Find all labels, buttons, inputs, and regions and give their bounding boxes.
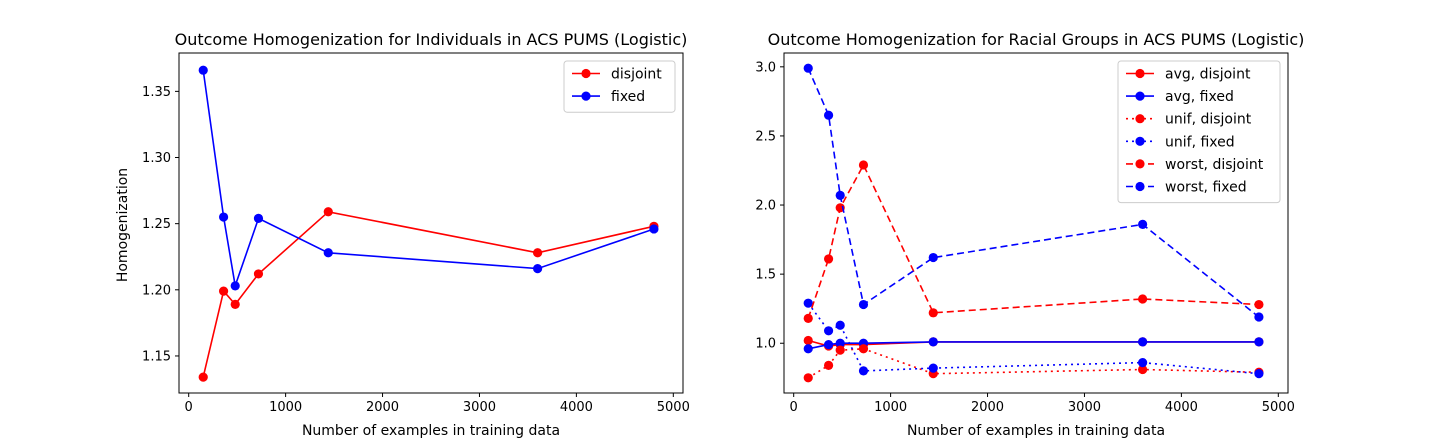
data-point-avg-fixed [1254, 337, 1264, 347]
data-point-fixed [218, 212, 229, 222]
legend-label-fixed: fixed [611, 89, 645, 105]
legend-label-unif-fixed: unif, fixed [1165, 134, 1235, 150]
legend-marker-worst-disjoint [1135, 159, 1145, 169]
data-point-disjoint [218, 286, 229, 296]
legend-marker-fixed [581, 91, 591, 101]
legend: avg, disjoint avg, fixed unif, disjoint uni… [1117, 60, 1281, 204]
y-tick-label: 1.25 [142, 217, 171, 232]
data-point-unif-fixed [858, 366, 869, 376]
data-point-worst-fixed [1138, 219, 1148, 229]
axes-frame [783, 52, 1289, 394]
data-point-unif-disjoint [823, 360, 834, 370]
data-point-disjoint [253, 269, 264, 279]
data-point-avg-fixed [823, 340, 834, 350]
y-tick-label: 1.30 [142, 151, 171, 166]
legend-label-disjoint: disjoint [611, 67, 662, 83]
x-tick-label: 4000 [560, 400, 593, 415]
data-point-worst-disjoint [803, 313, 813, 323]
legend-label-unif-disjoint: unif, disjoint [1165, 112, 1252, 128]
data-point-worst-fixed [835, 190, 845, 200]
data-point-disjoint [323, 207, 333, 217]
plot-area: 0 1000 2000 3000 4000 5000 1.0 1.5 2.0 2.5 3.0 [755, 52, 1295, 415]
legend-label-avg-disjoint: avg, disjoint [1165, 67, 1251, 83]
data-point-disjoint [230, 299, 240, 309]
chart-racial-groups: Outcome Homogenization for Racial Groups… [755, 30, 1304, 439]
data-point-disjoint [533, 248, 543, 258]
data-point-fixed [198, 65, 208, 75]
data-point-unif-fixed [835, 320, 845, 330]
legend-marker-unif-disjoint [1135, 114, 1145, 124]
data-point-avg-fixed [803, 344, 813, 354]
x-tick-label: 2000 [971, 400, 1004, 415]
data-point-worst-disjoint [928, 308, 938, 318]
data-point-unif-fixed [928, 363, 938, 373]
y-tick-label: 1.0 [755, 337, 776, 352]
y-tick-label: 1.20 [142, 283, 171, 298]
y-tick-label: 2.5 [755, 129, 776, 144]
data-point-unif-fixed [1138, 357, 1148, 368]
chart-individuals: Outcome Homogenization for Individuals i… [115, 30, 690, 439]
data-point-worst-disjoint [858, 160, 869, 170]
x-tick-label: 5000 [657, 400, 690, 415]
axes-frame [178, 52, 684, 394]
data-point-worst-disjoint [1254, 299, 1264, 310]
data-point-worst-fixed [928, 252, 938, 263]
legend-marker-avg-fixed [1135, 91, 1145, 101]
data-point-avg-fixed [1138, 337, 1148, 347]
data-point-fixed [649, 224, 659, 234]
data-point-worst-disjoint [823, 254, 834, 264]
x-tick-label: 5000 [1262, 400, 1295, 415]
data-point-unif-disjoint [1138, 364, 1148, 375]
y-axis-label: Homogenization [115, 168, 131, 282]
x-axis-label: Number of examples in training data [907, 423, 1165, 439]
data-point-worst-disjoint [835, 203, 845, 213]
x-tick-label: 0 [185, 400, 193, 415]
legend-marker-unif-fixed [1135, 136, 1145, 146]
data-point-fixed [533, 264, 543, 274]
data-point-fixed [253, 213, 264, 223]
data-point-worst-fixed [858, 299, 869, 310]
data-point-unif-disjoint [803, 373, 813, 383]
data-point-avg-fixed [928, 337, 938, 347]
data-point-disjoint [198, 372, 208, 382]
legend-label-avg-fixed: avg, fixed [1165, 89, 1234, 105]
x-tick-label: 1000 [874, 400, 907, 415]
data-point-worst-fixed [1254, 312, 1264, 322]
data-point-fixed [323, 248, 333, 258]
x-tick-label: 3000 [463, 400, 496, 415]
x-tick-label: 0 [790, 400, 798, 415]
data-point-fixed [230, 281, 240, 291]
y-tick-label: 2.0 [755, 199, 776, 214]
legend-marker-avg-disjoint [1135, 68, 1145, 79]
x-tick-label: 1000 [269, 400, 302, 415]
x-axis-label: Number of examples in training data [302, 423, 560, 439]
legend: disjoint fixed [563, 60, 676, 113]
y-tick-label: 1.15 [142, 349, 171, 364]
data-point-unif-fixed [803, 298, 813, 308]
y-tick-label: 1.5 [755, 268, 776, 283]
x-tick-label: 3000 [1068, 400, 1101, 415]
data-point-worst-fixed [803, 63, 813, 73]
data-point-worst-disjoint [1138, 294, 1148, 304]
data-point-unif-fixed [1254, 369, 1264, 379]
x-tick-label: 2000 [366, 400, 399, 415]
legend-marker-disjoint [581, 68, 591, 79]
data-point-unif-disjoint [858, 344, 869, 354]
plot-area: 0 1000 2000 3000 4000 5000 1.15 1.20 1.25 1.30 1.3… [142, 52, 690, 415]
x-tick-label: 4000 [1165, 400, 1198, 415]
data-point-avg-disjoint [803, 335, 813, 346]
data-point-avg-fixed [835, 338, 845, 348]
legend-label-worst-disjoint: worst, disjoint [1165, 157, 1264, 173]
data-point-worst-fixed [823, 110, 834, 120]
legend-box [1117, 60, 1281, 204]
chart-title: Outcome Homogenization for Individuals i… [175, 30, 688, 49]
y-tick-label: 1.35 [142, 85, 171, 100]
legend-label-worst-fixed: worst, fixed [1165, 180, 1247, 196]
chart-title: Outcome Homogenization for Racial Groups… [768, 30, 1305, 49]
data-point-unif-disjoint [835, 345, 845, 355]
data-point-unif-fixed [823, 326, 834, 336]
y-tick-label: 3.0 [755, 60, 776, 75]
legend-marker-worst-fixed [1135, 181, 1145, 192]
